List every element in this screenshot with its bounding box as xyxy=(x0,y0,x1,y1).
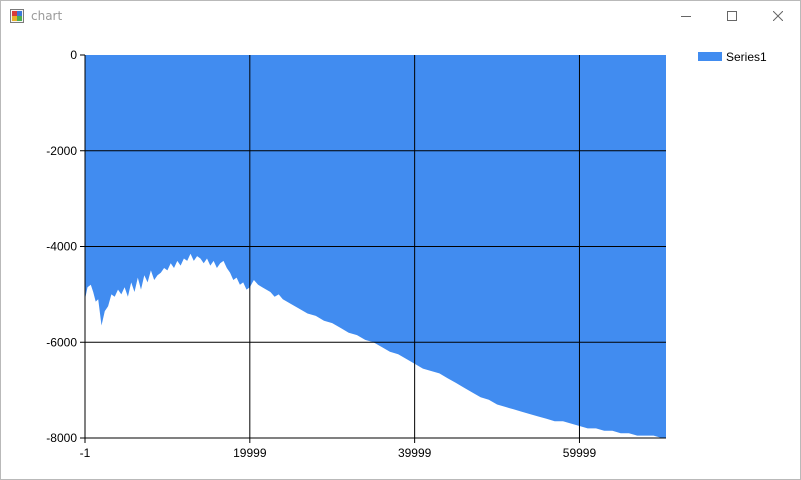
legend-label-series1: Series1 xyxy=(726,50,767,64)
y-tick-label: -8000 xyxy=(46,431,77,445)
maximize-icon xyxy=(727,11,737,21)
close-button[interactable] xyxy=(755,1,801,32)
legend: Series1 xyxy=(698,50,767,64)
x-tick-label: 39999 xyxy=(398,446,432,460)
legend-swatch-series1 xyxy=(698,52,722,61)
y-tick-label: 0 xyxy=(70,48,77,62)
axis-layer: 0 -2000 -4000 -6000 -8000-1 19999 39999 59999 xyxy=(46,48,666,460)
close-icon xyxy=(773,11,783,21)
title-bar[interactable]: chart xyxy=(1,1,800,32)
x-tick-label: 19999 xyxy=(233,446,267,460)
minimize-button[interactable] xyxy=(663,1,709,32)
x-tick-label: -1 xyxy=(80,446,91,460)
y-tick-label: -2000 xyxy=(46,144,77,158)
app-icon xyxy=(10,9,24,23)
maximize-button[interactable] xyxy=(709,1,755,32)
x-tick-label: 59999 xyxy=(563,446,597,460)
minimize-icon xyxy=(681,16,691,17)
window-title: chart xyxy=(31,9,63,23)
grid-layer xyxy=(85,55,666,438)
y-tick-label: -6000 xyxy=(46,335,77,349)
y-tick-label: -4000 xyxy=(46,240,77,254)
